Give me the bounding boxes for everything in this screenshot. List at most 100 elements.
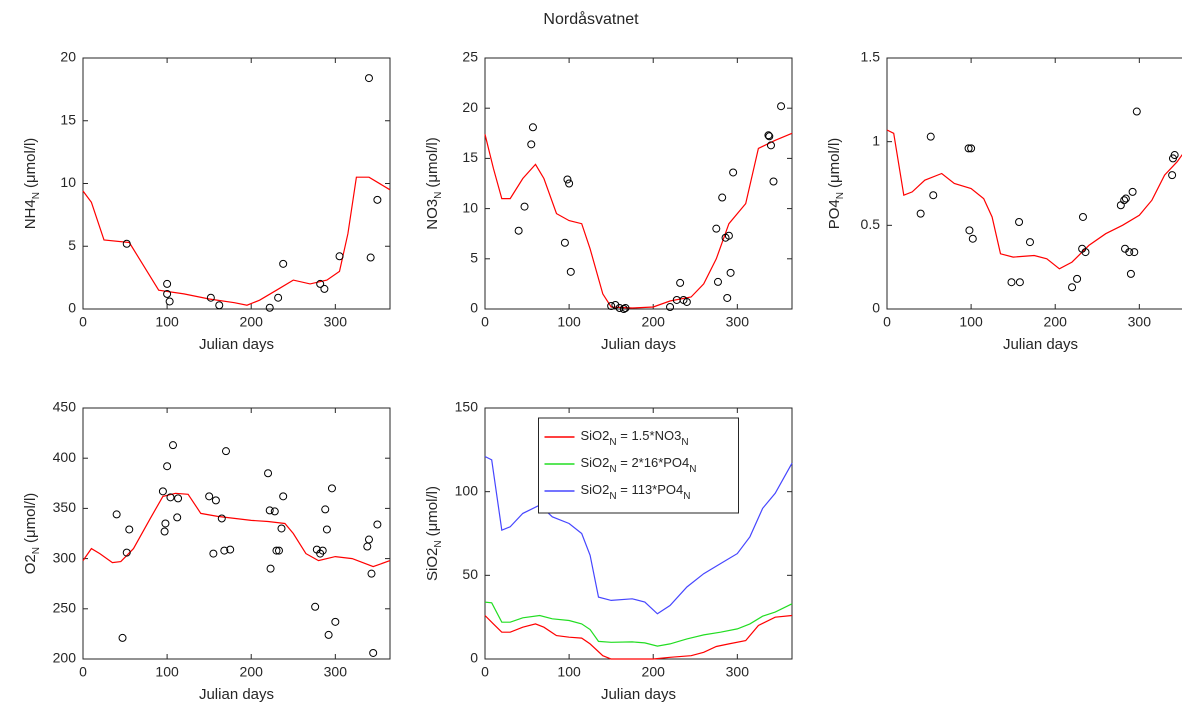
text-part: NO3 xyxy=(424,199,441,230)
observation xyxy=(1025,238,1034,247)
axes-box xyxy=(484,57,793,310)
observation xyxy=(1170,151,1179,160)
subscript: N xyxy=(31,547,42,554)
observation xyxy=(279,259,288,268)
observation xyxy=(364,535,373,544)
observation xyxy=(929,191,938,200)
observation xyxy=(335,252,344,261)
y-tick-label: 20 xyxy=(60,49,76,65)
observation xyxy=(1128,187,1137,196)
observation xyxy=(206,293,215,302)
observation xyxy=(316,279,325,288)
y-tick-label: 0 xyxy=(872,300,880,316)
observation xyxy=(967,144,976,153)
text-part: SiO2 xyxy=(581,428,610,443)
observation xyxy=(560,238,569,247)
y-tick-label: 400 xyxy=(53,449,77,465)
y-tick-label: 100 xyxy=(455,482,479,498)
y-tick-label: 25 xyxy=(462,49,478,65)
observation xyxy=(514,226,523,235)
model-line xyxy=(484,132,793,309)
observation xyxy=(160,527,169,536)
legend-box xyxy=(538,417,739,514)
x-tick-label: 0 xyxy=(481,664,489,680)
observation xyxy=(563,175,572,184)
x-tick-label: 100 xyxy=(959,314,983,330)
subscript: N xyxy=(683,491,690,502)
legend-label: SiO2N = 113*PO4N xyxy=(581,482,691,502)
observation xyxy=(619,305,628,313)
observation xyxy=(221,447,230,456)
observation xyxy=(272,546,281,555)
subscript: N xyxy=(433,540,444,547)
observation xyxy=(321,505,330,514)
text-part: (μmol/l) xyxy=(424,137,441,187)
panel: 0 100 200 300 0 0.5 1 1.5 Julian days PO4N (μmol/l… xyxy=(826,49,1182,353)
observation xyxy=(527,140,536,149)
observation xyxy=(364,74,373,83)
y-axis-label: SiO2N (μmol/l) xyxy=(424,486,444,581)
x-axis-label: Julian days xyxy=(1003,336,1078,353)
observation xyxy=(1081,248,1090,257)
subscript: N xyxy=(689,464,696,475)
observation xyxy=(520,202,529,211)
y-tick-label: 0 xyxy=(470,300,478,316)
y-tick-label: 15 xyxy=(60,111,76,127)
model-line xyxy=(484,614,793,660)
y-tick-label: 10 xyxy=(60,174,76,190)
y-tick-label: 5 xyxy=(68,237,76,253)
text-part: = 1.5*NO3 xyxy=(617,428,682,443)
observation xyxy=(916,209,925,218)
observation xyxy=(279,492,288,501)
axes-box xyxy=(82,407,391,660)
observation xyxy=(266,564,275,573)
observation xyxy=(766,141,775,150)
observation xyxy=(965,226,974,235)
observation xyxy=(226,545,235,554)
y-tick-label: 200 xyxy=(53,650,77,666)
y-tick-label: 0 xyxy=(470,650,478,666)
observation xyxy=(676,278,685,287)
subscript: N xyxy=(835,192,846,199)
subscript: N xyxy=(609,437,616,448)
observation xyxy=(528,123,537,132)
observation xyxy=(723,293,732,302)
x-tick-label: 0 xyxy=(79,314,87,330)
observation xyxy=(1120,196,1129,205)
observation xyxy=(217,514,226,523)
observation xyxy=(324,630,333,639)
model-line xyxy=(886,129,1182,270)
observation xyxy=(726,268,735,277)
observation xyxy=(163,279,172,288)
x-tick-label: 0 xyxy=(79,664,87,680)
observation xyxy=(318,546,327,555)
observation xyxy=(209,549,218,558)
observation xyxy=(621,303,630,312)
observation xyxy=(118,633,127,642)
observation xyxy=(174,494,183,503)
text-part: (μmol/l) xyxy=(22,493,39,543)
observation xyxy=(566,267,575,276)
x-tick-label: 100 xyxy=(155,664,179,680)
panel: 0 100 200 300 200 250 300 350 400 450 Julian days O… xyxy=(22,399,391,703)
observation xyxy=(311,602,320,611)
observation xyxy=(265,303,274,312)
observation xyxy=(205,492,214,501)
observation xyxy=(968,234,977,243)
x-tick-label: 200 xyxy=(240,664,264,680)
subscript: N xyxy=(609,464,616,475)
observation xyxy=(373,520,382,529)
x-tick-label: 200 xyxy=(642,314,666,330)
text-part: (μmol/l) xyxy=(22,138,39,188)
observation xyxy=(615,303,624,312)
observation xyxy=(769,177,778,186)
subscript: N xyxy=(433,192,444,199)
x-axis-label: Julian days xyxy=(601,336,676,353)
y-axis-label: NH4N (μmol/l) xyxy=(22,138,42,230)
observation xyxy=(1132,107,1141,116)
observation xyxy=(125,525,134,534)
observation xyxy=(173,513,182,522)
text-part: SiO2 xyxy=(581,455,610,470)
text-part: (μmol/l) xyxy=(424,486,441,536)
